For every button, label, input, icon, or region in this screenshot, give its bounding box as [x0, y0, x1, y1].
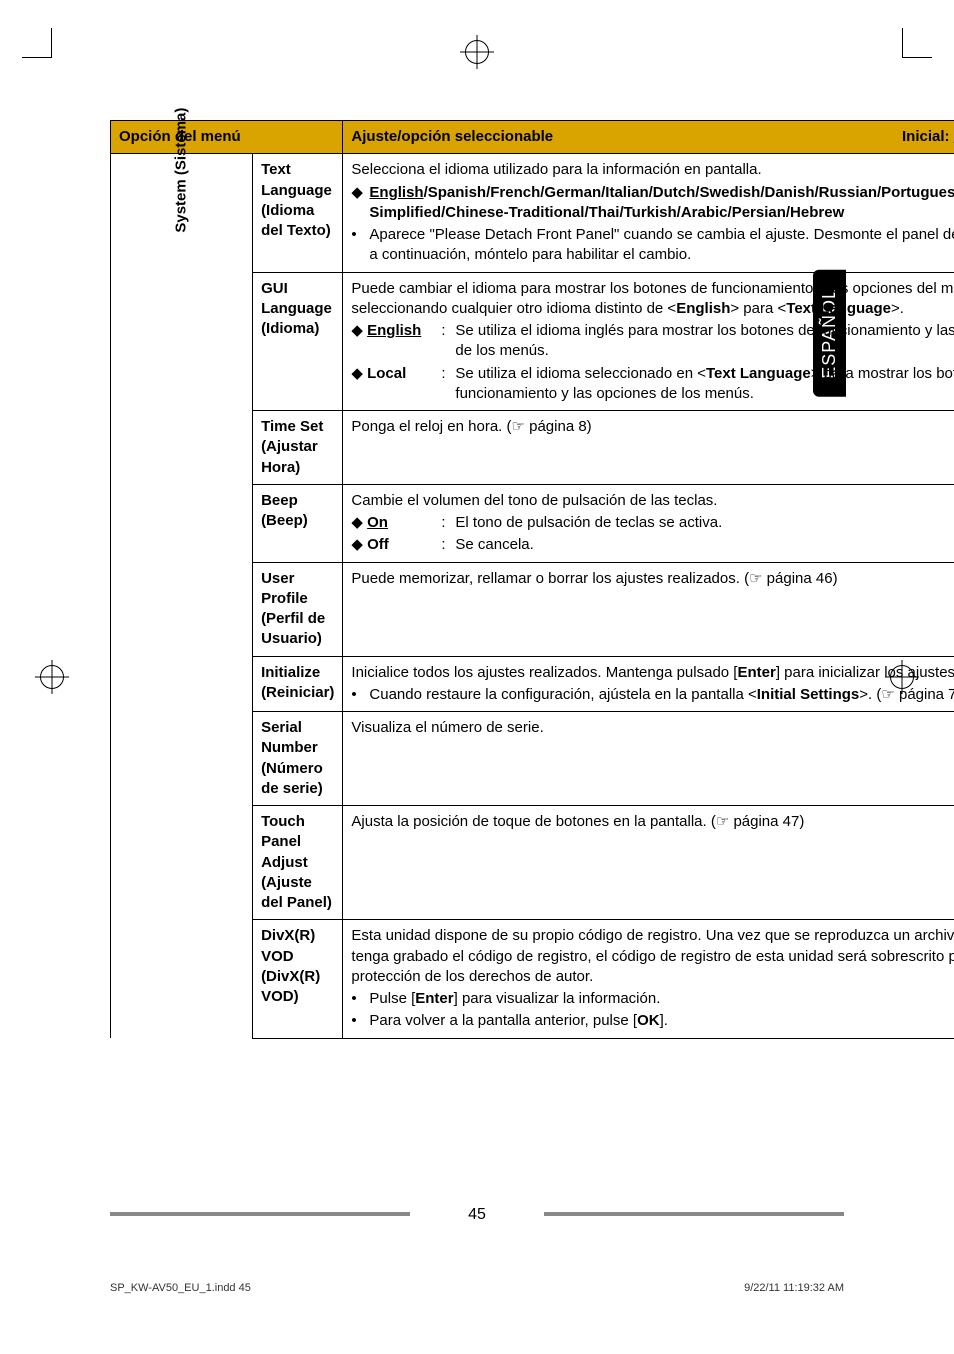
footer-filename: SP_KW-AV50_EU_1.indd 45 — [110, 1282, 251, 1294]
option-label: Beep (Beep) — [253, 484, 343, 562]
footer-timestamp: 9/22/11 11:19:32 AM — [744, 1282, 844, 1294]
bullet: • Aparece "Please Detach Front Panel" cu… — [351, 225, 954, 266]
default-value: English — [369, 184, 423, 201]
option-label: User Profile (Perfil de Usuario) — [253, 562, 343, 656]
text: Se utiliza el idioma seleccionado en < — [455, 365, 706, 382]
sub-val: Se utiliza el idioma seleccionado en <Te… — [455, 364, 954, 405]
text: >. (☞ página 7) — [859, 686, 954, 703]
footer-rule — [544, 1212, 844, 1216]
option-value: Ajusta la posición de toque de botones e… — [343, 806, 954, 920]
text: >. — [891, 300, 904, 317]
option-value: Puede cambiar el idioma para mostrar los… — [343, 272, 954, 411]
option-label: Serial Number (Número de serie) — [253, 712, 343, 806]
text: /Spanish/French/German/Italian/Dutch/Swe… — [369, 184, 954, 221]
dot-icon: • — [351, 1011, 365, 1031]
bullet: • Cuando restaure la configuración, ajús… — [351, 685, 954, 705]
option-value: Inicialice todos los ajustes realizados.… — [343, 656, 954, 712]
sub-val: Se cancela. — [455, 535, 954, 555]
settings-table: Opción del menú Ajuste/opción selecciona… — [110, 120, 954, 1039]
group-label: System (Sistema) — [171, 108, 191, 233]
option-label: GUI Language (Idioma) — [253, 272, 343, 411]
bullet: • Para volver a la pantalla anterior, pu… — [351, 1011, 954, 1031]
dot-icon: • — [351, 685, 365, 705]
header-option: Opción del menú — [111, 121, 343, 154]
text: ]. — [660, 1012, 668, 1029]
diamond-icon: ◆ — [351, 183, 365, 224]
header-initial-prefix: Inicial: — [902, 128, 954, 145]
option-label: Text Language (Idioma del Texto) — [253, 154, 343, 272]
text-bold: Local — [367, 365, 406, 382]
registration-mark — [465, 40, 489, 64]
text: ] para inicializar los ajustes. — [776, 664, 954, 681]
sub-key: ◆ On — [351, 513, 441, 533]
option-value: Esta unidad dispone de su propio código … — [343, 920, 954, 1038]
bullet: • Pulse [Enter] para visualizar la infor… — [351, 989, 954, 1009]
option-label: Time Set (Ajustar Hora) — [253, 411, 343, 485]
colon: : — [441, 535, 455, 555]
text: Cuando restaure la configuración, ajúste… — [369, 685, 954, 705]
text: Para volver a la pantalla anterior, puls… — [369, 1012, 637, 1029]
registration-mark — [40, 665, 64, 689]
option-value: Puede memorizar, rellamar o borrar los a… — [343, 562, 954, 656]
option-value: Ponga el reloj en hora. (☞ página 8) — [343, 411, 954, 485]
option-label: DivX(R) VOD (DivX(R) VOD) — [253, 920, 343, 1038]
text: Cuando restaure la configuración, ajúste… — [369, 686, 756, 703]
group-cell: System (Sistema) — [111, 154, 253, 1038]
text: Inicialice todos los ajustes realizados.… — [351, 663, 954, 683]
option-label: Initialize (Reiniciar) — [253, 656, 343, 712]
crop-mark — [22, 28, 52, 58]
header-setting: Ajuste/opción seleccionable Inicial: Sub… — [343, 121, 954, 154]
text-bold: OK — [637, 1012, 660, 1029]
sub-key: ◆ Off — [351, 535, 441, 555]
text-bold: Off — [367, 536, 389, 553]
text-bold: Enter — [415, 990, 453, 1007]
option-value: Cambie el volumen del tono de pulsación … — [343, 484, 954, 562]
dot-icon: • — [351, 225, 365, 266]
default-value: On — [367, 514, 388, 531]
row-text-language: System (Sistema) Text Language (Idioma d… — [111, 154, 954, 272]
sub-val: Se utiliza el idioma inglés para mostrar… — [455, 321, 954, 362]
text: English/Spanish/French/German/Italian/Du… — [369, 183, 954, 224]
text-bold: English — [676, 300, 730, 317]
text: Cambie el volumen del tono de pulsación … — [351, 491, 954, 511]
colon: : — [441, 321, 455, 362]
text: Puede cambiar el idioma para mostrar los… — [351, 279, 954, 320]
sub-option: ◆ On : El tono de pulsación de teclas se… — [351, 513, 954, 533]
option-label: Touch Panel Adjust (Ajuste del Panel) — [253, 806, 343, 920]
bullet: ◆ English/Spanish/French/German/Italian/… — [351, 183, 954, 224]
option-value: Visualiza el número de serie. — [343, 712, 954, 806]
text-bold: Enter — [737, 664, 775, 681]
sub-option: ◆ Local : Se utiliza el idioma seleccion… — [351, 364, 954, 405]
sub-val: El tono de pulsación de teclas se activa… — [455, 513, 954, 533]
header-setting-label: Ajuste/opción seleccionable — [351, 127, 553, 147]
text-bold: Text Language — [786, 300, 891, 317]
table-header-row: Opción del menú Ajuste/opción selecciona… — [111, 121, 954, 154]
sub-option: ◆ Off : Se cancela. — [351, 535, 954, 555]
text: ] para visualizar la información. — [454, 990, 661, 1007]
print-footer: SP_KW-AV50_EU_1.indd 45 9/22/11 11:19:32… — [110, 1282, 844, 1294]
colon: : — [441, 364, 455, 405]
default-value: English — [367, 322, 421, 339]
footer-rule — [110, 1212, 410, 1216]
text: > para < — [730, 300, 786, 317]
text: Aparece "Please Detach Front Panel" cuan… — [369, 225, 954, 266]
text: Esta unidad dispone de su propio código … — [351, 926, 954, 987]
text: Inicialice todos los ajustes realizados.… — [351, 664, 737, 681]
crop-mark — [902, 28, 932, 58]
text: Pulse [ — [369, 990, 415, 1007]
text-bold: Initial Settings — [757, 686, 860, 703]
page-number: 45 — [468, 1206, 486, 1224]
sub-key: ◆ Local — [351, 364, 441, 405]
sub-option: ◆ English : Se utiliza el idioma inglés … — [351, 321, 954, 362]
text: Para volver a la pantalla anterior, puls… — [369, 1011, 954, 1031]
sub-key: ◆ English — [351, 321, 441, 362]
option-value: Selecciona el idioma utilizado para la i… — [343, 154, 954, 272]
colon: : — [441, 513, 455, 533]
header-initial: Inicial: Subrayado — [902, 127, 954, 147]
text: Pulse [Enter] para visualizar la informa… — [369, 989, 954, 1009]
dot-icon: • — [351, 989, 365, 1009]
text: Selecciona el idioma utilizado para la i… — [351, 160, 954, 180]
content-area: Opción del menú Ajuste/opción selecciona… — [110, 120, 848, 1039]
text-bold: Text Language — [706, 365, 811, 382]
